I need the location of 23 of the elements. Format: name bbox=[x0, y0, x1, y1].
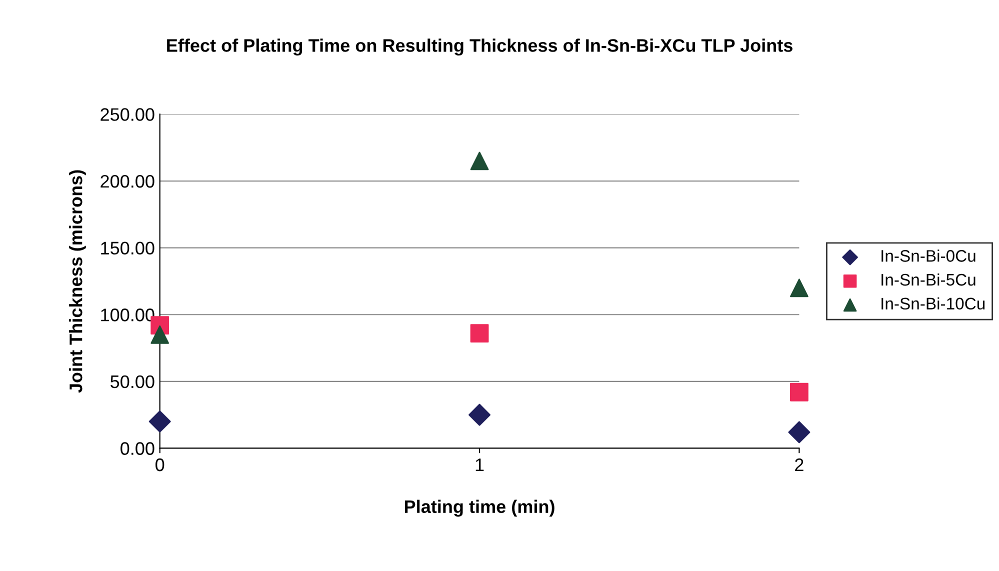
y-tick-label: 100.00 bbox=[101, 308, 154, 322]
y-tick-label: 150.00 bbox=[101, 242, 154, 255]
point bbox=[790, 382, 808, 402]
point bbox=[148, 410, 171, 433]
legend-label: In-Sn-Bi-5Cu bbox=[882, 273, 976, 286]
y-tick-label: 250.00 bbox=[100, 108, 154, 121]
y-tick-label: 200.00 bbox=[100, 174, 154, 188]
point bbox=[790, 278, 808, 298]
point bbox=[470, 324, 489, 343]
legend-label: In-Sn-Bi-10Cu bbox=[882, 297, 985, 310]
point bbox=[150, 325, 170, 344]
chart-title: Effect of Plating Time on Resulting Thickness of In-Sn-Bi-XCu TLP Joints bbox=[167, 38, 792, 56]
y-tick-label: 0.00 bbox=[120, 442, 154, 455]
x-tick-label: 0 bbox=[156, 458, 164, 472]
point bbox=[468, 404, 491, 426]
x-axis-title: Plating time (min) bbox=[404, 500, 554, 517]
y-tick-label: 50.00 bbox=[110, 375, 154, 388]
point bbox=[470, 152, 489, 170]
legend-label: In-Sn-Bi-0Cu bbox=[882, 250, 976, 262]
x-tick-label: 2 bbox=[795, 458, 804, 472]
x-tick-label: 1 bbox=[476, 458, 484, 472]
point bbox=[788, 421, 810, 444]
y-axis-title: Joint Thickness (microns) bbox=[69, 170, 86, 393]
